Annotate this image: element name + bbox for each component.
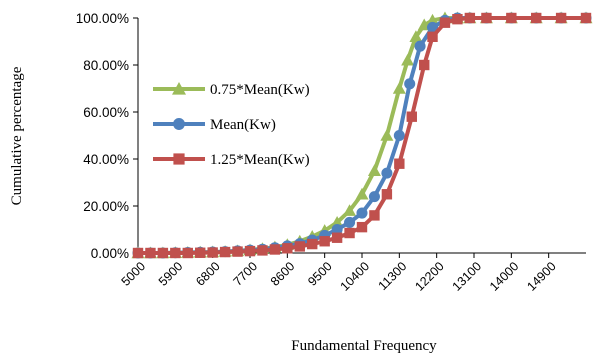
- data-point: [343, 204, 357, 216]
- data-point: [380, 129, 394, 141]
- legend: 0.75*Mean(Kw) Mean(Kw) 1.25*Mean(Kw): [153, 82, 310, 168]
- y-tick-label: 40.00%: [83, 152, 129, 167]
- data-point: [401, 53, 415, 66]
- data-point: [452, 13, 463, 25]
- x-tick-label: 5000: [119, 259, 149, 289]
- data-point: [555, 12, 567, 24]
- x-tick-label: 10400: [338, 259, 373, 294]
- legend-label-1: Mean(Kw): [210, 117, 276, 133]
- y-tick-label: 80.00%: [83, 58, 129, 73]
- data-point: [369, 210, 380, 221]
- data-point: [414, 40, 426, 52]
- data-point: [207, 247, 218, 258]
- x-tick-label: 13100: [450, 259, 485, 294]
- data-point: [319, 236, 330, 247]
- x-tick-label: 6800: [193, 259, 223, 289]
- data-point: [392, 82, 406, 94]
- data-point: [294, 241, 305, 252]
- data-point: [145, 247, 156, 259]
- legend-label-0: 0.75*Mean(Kw): [210, 82, 310, 98]
- series-0: [131, 11, 593, 259]
- data-point: [172, 82, 186, 95]
- series-1: [132, 12, 592, 259]
- data-point: [282, 243, 293, 254]
- data-point: [426, 21, 439, 33]
- data-point: [132, 247, 144, 259]
- data-point: [182, 247, 193, 259]
- data-point: [393, 129, 405, 142]
- y-tick-label: 60.00%: [83, 105, 129, 120]
- data-point: [368, 191, 380, 203]
- legend-item-0: 0.75*Mean(Kw): [153, 82, 310, 98]
- data-point: [173, 153, 185, 165]
- data-point: [439, 17, 451, 28]
- data-point: [173, 118, 185, 130]
- data-point: [367, 164, 381, 176]
- data-point: [419, 59, 430, 71]
- data-point: [331, 232, 343, 243]
- x-tick-label: 11300: [376, 259, 410, 293]
- data-point: [244, 245, 256, 257]
- data-point: [426, 13, 440, 26]
- data-point: [170, 247, 181, 259]
- data-point: [257, 245, 268, 256]
- data-point: [531, 12, 542, 24]
- data-point: [356, 207, 368, 219]
- data-point: [427, 31, 438, 42]
- data-point: [157, 247, 169, 259]
- x-tick-label: 5900: [156, 259, 186, 289]
- y-tick-label: 20.00%: [83, 199, 129, 214]
- data-point: [406, 111, 417, 122]
- data-point: [355, 187, 369, 200]
- data-point: [394, 158, 405, 169]
- data-point: [506, 12, 517, 24]
- x-tick-label: 7700: [231, 259, 261, 289]
- y-tick-label: 0.00%: [91, 246, 129, 261]
- data-point: [381, 167, 393, 179]
- x-tick-label: 12200: [412, 259, 447, 294]
- y-tick-label: 100.00%: [76, 11, 129, 26]
- data-point: [404, 78, 416, 90]
- data-point: [195, 247, 206, 258]
- legend-marker-1: [173, 118, 185, 130]
- data-point: [307, 238, 318, 250]
- data-point: [331, 223, 343, 236]
- y-axis-title: Cumulative percentage: [9, 66, 25, 205]
- x-tick-label: 14000: [487, 259, 522, 294]
- data-point: [409, 30, 423, 42]
- data-point: [232, 246, 243, 257]
- data-point: [356, 221, 368, 233]
- series-2: [132, 12, 592, 259]
- data-point: [219, 246, 231, 258]
- legend-marker-2: [173, 153, 185, 165]
- data-point: [330, 215, 344, 228]
- legend-label-2: 1.25*Mean(Kw): [210, 152, 310, 168]
- series-layer: [131, 11, 593, 259]
- legend-marker-0: [172, 82, 186, 95]
- legend-item-2: 1.25*Mean(Kw): [153, 152, 310, 168]
- legend-item-1: Mean(Kw): [153, 117, 276, 133]
- data-point: [269, 244, 281, 255]
- x-tick-label: 9500: [305, 259, 335, 289]
- data-point: [464, 12, 476, 24]
- data-point: [580, 12, 592, 24]
- data-point: [481, 12, 492, 24]
- data-point: [344, 216, 356, 228]
- x-axis-title: Fundamental Frequency: [291, 338, 437, 354]
- data-point: [344, 227, 355, 239]
- x-tick-label: 8600: [268, 259, 298, 289]
- x-tick-label: 14900: [524, 259, 559, 294]
- data-point: [381, 189, 393, 200]
